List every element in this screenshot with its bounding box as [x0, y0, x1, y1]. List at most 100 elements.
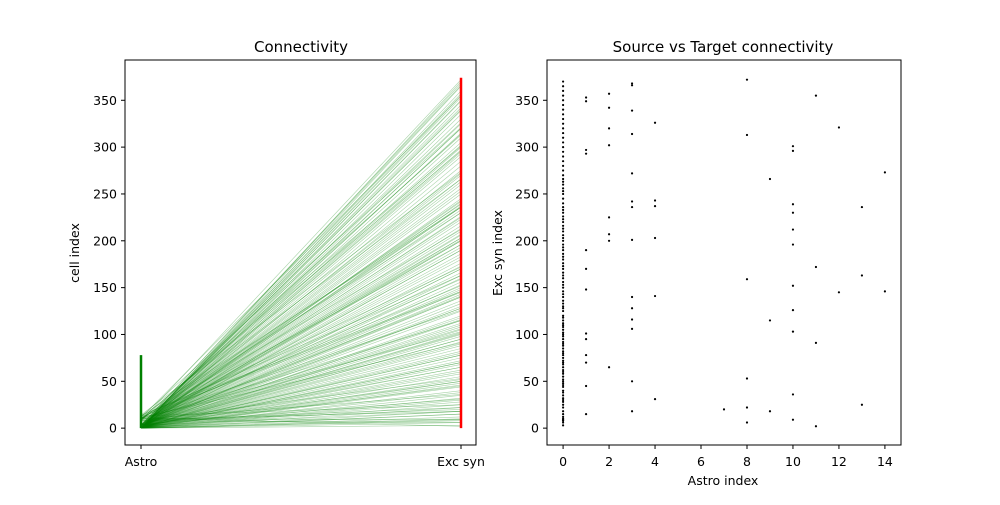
source-target-title: Source vs Target connectivity	[613, 38, 834, 56]
connection-line	[140, 385, 462, 428]
connection-line	[140, 81, 462, 429]
connectivity-ylabel: cell index	[67, 223, 82, 283]
scatter-point	[653, 205, 657, 208]
scatter-point	[561, 169, 565, 172]
scatter-point	[561, 283, 565, 286]
connection-line	[140, 378, 462, 421]
scatter-point	[745, 406, 749, 409]
connection-line	[140, 366, 462, 427]
scatter-point	[561, 164, 565, 167]
scatter-point	[745, 278, 749, 281]
scatter-point	[561, 202, 565, 205]
scatter-point	[791, 211, 795, 214]
ytick-label: 50	[101, 374, 117, 389]
connection-line	[140, 386, 462, 429]
connection-line	[140, 300, 462, 429]
connection-line	[140, 296, 462, 429]
scatter-point	[768, 410, 772, 413]
scatter-point	[561, 424, 565, 427]
connection-line	[140, 128, 462, 427]
connection-line	[140, 328, 462, 426]
connection-line	[140, 146, 462, 429]
connection-line	[140, 307, 462, 426]
connection-line	[140, 249, 462, 429]
xtick-label: 0	[559, 454, 567, 469]
connection-line	[140, 263, 462, 429]
scatter-point	[561, 305, 565, 308]
scatter-point	[630, 318, 634, 321]
scatter-point	[768, 319, 772, 322]
connection-line	[140, 376, 462, 429]
scatter-point	[791, 149, 795, 152]
connection-line	[140, 233, 462, 427]
scatter-point	[561, 322, 565, 325]
connection-line	[140, 83, 462, 426]
connection-line	[140, 354, 462, 429]
source-target-axes: Source vs Target connectivity Astro inde…	[490, 38, 902, 488]
scatter-point	[814, 94, 818, 97]
scatter-point	[814, 265, 818, 269]
connection-line	[140, 292, 462, 418]
scatter-point	[791, 330, 795, 333]
connection-line	[140, 333, 462, 428]
connection-line	[140, 107, 462, 427]
scatter-point	[561, 160, 565, 163]
connection-line	[140, 247, 462, 429]
connection-line	[140, 172, 462, 416]
connection-line	[140, 342, 462, 419]
scatter-point	[561, 211, 565, 214]
scatter-point	[561, 205, 565, 209]
scatter-point	[561, 280, 565, 284]
xtick-label: 8	[743, 454, 751, 469]
connection-line	[140, 201, 462, 426]
scatter-point	[561, 299, 565, 302]
connection-line	[140, 417, 462, 427]
connection-line	[140, 332, 462, 429]
scatter-point	[745, 133, 749, 137]
scatter-point	[561, 192, 565, 196]
connection-line	[140, 303, 462, 429]
connection-line	[140, 253, 462, 429]
connection-line	[140, 285, 462, 420]
connection-line	[140, 413, 462, 428]
scatter-point	[630, 84, 634, 87]
connection-line	[140, 277, 462, 429]
connection-line	[140, 309, 462, 420]
ytick-label: 0	[531, 421, 539, 436]
connection-line	[140, 296, 462, 426]
connection-line	[140, 216, 462, 429]
connectivity-yticks: 0 50 100 150 200 250 300 350	[93, 93, 125, 436]
connection-line	[140, 360, 462, 429]
connection-line	[140, 320, 462, 429]
scatter-point	[607, 144, 611, 147]
connection-line	[140, 319, 462, 426]
scatter-point	[561, 370, 565, 374]
scatter-point	[561, 415, 565, 418]
scatter-point	[561, 274, 565, 277]
connection-line	[140, 338, 462, 429]
scatter-point	[837, 126, 841, 129]
connection-line	[140, 331, 462, 420]
connection-line	[140, 206, 462, 417]
ytick-label: 150	[515, 280, 539, 295]
scatter-point	[722, 408, 726, 411]
scatter-point	[561, 113, 565, 116]
connection-line	[140, 237, 462, 425]
connection-line	[140, 295, 462, 425]
scatter-point	[653, 199, 657, 202]
scatter-point	[584, 152, 588, 155]
scatter-point	[561, 342, 565, 345]
scatter-point	[561, 412, 565, 416]
source-target-xlabel: Astro index	[688, 473, 759, 488]
scatter-point	[791, 228, 795, 231]
connection-line	[140, 79, 462, 421]
connection-line	[140, 409, 462, 422]
connection-line	[140, 394, 462, 420]
connection-line	[140, 174, 462, 429]
connection-line	[140, 418, 462, 429]
scatter-point	[561, 309, 565, 313]
connection-line	[140, 364, 462, 429]
connection-line	[140, 348, 462, 429]
scatter-point	[584, 148, 588, 152]
scatter-point	[561, 397, 565, 400]
